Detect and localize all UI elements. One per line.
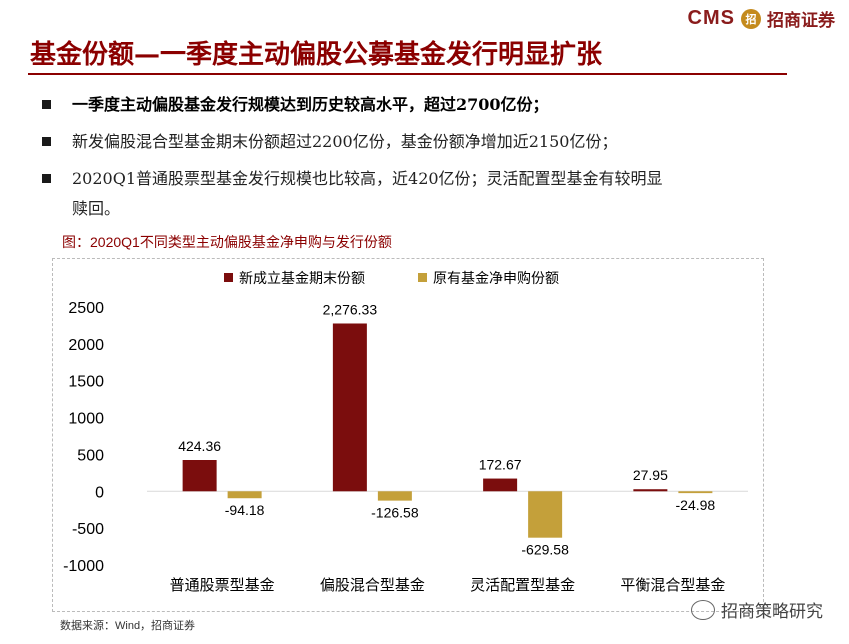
legend-swatch	[418, 273, 427, 282]
bullet-item: 一季度主动偏股基金发行规模达到历史较高水平，超过2700亿份；	[42, 86, 802, 123]
data-label: 2,276.33	[323, 301, 378, 317]
bar	[678, 491, 713, 494]
bar	[332, 323, 367, 492]
x-tick-label: 平衡混合型基金	[620, 576, 725, 594]
bar	[227, 491, 262, 499]
y-tick-label: 1500	[68, 374, 104, 391]
watermark: 招商策略研究	[691, 597, 823, 622]
data-label: 424.36	[178, 438, 221, 454]
bullet-text: 新发偏股混合型基金期末份额超过2200亿份，基金份额净增加近2150亿份；	[72, 132, 618, 151]
y-tick-label: -1000	[63, 558, 104, 575]
bar	[528, 491, 563, 538]
bar	[377, 491, 412, 501]
x-tick-label: 偏股混合型基金	[320, 576, 425, 594]
bullet-square-icon	[42, 100, 51, 109]
bar	[633, 489, 668, 492]
data-label: -24.98	[676, 497, 716, 513]
bullet-square-icon	[42, 137, 51, 146]
data-label: 172.67	[479, 457, 522, 473]
y-tick-label: 2500	[68, 300, 104, 317]
bullet-square-icon	[42, 174, 51, 183]
logo-cn-text: 招商证券	[767, 11, 835, 31]
figure-caption: 图：2020Q1不同类型主动偏股基金净申购与发行份额	[62, 234, 392, 250]
bullet-list: 一季度主动偏股基金发行规模达到历史较高水平，超过2700亿份； 新发偏股混合型基…	[42, 86, 802, 197]
bar-chart: -1000 -500 0 500 1000 1500 2000 2500 新成立基金期末份额 原有…	[63, 270, 748, 594]
data-label: -94.18	[225, 502, 265, 518]
y-tick-label: 0	[95, 484, 104, 501]
x-tick-label: 灵活配置型基金	[470, 576, 575, 594]
watermark-text: 招商策略研究	[721, 602, 823, 622]
y-tick-label: 2000	[68, 337, 104, 354]
logo-mark-icon: 招	[741, 8, 761, 29]
wechat-icon	[691, 599, 715, 620]
bullet-text: 一季度主动偏股基金发行规模达到历史较高水平，超过2700亿份；	[72, 95, 549, 114]
bar	[483, 478, 518, 492]
bullet-text: 2020Q1普通股票型基金发行规模也比较高，近420亿份；灵活配置型基金有较明显	[72, 169, 663, 188]
logo-text: CMS	[687, 7, 735, 29]
title-divider	[28, 73, 787, 75]
bullet-continuation: 赎回。	[72, 199, 121, 218]
source-note: 数据来源：Wind，招商证券	[60, 620, 196, 632]
legend-label: 新成立基金期末份额	[239, 270, 365, 287]
data-label: -126.58	[371, 505, 419, 521]
legend-swatch	[224, 273, 233, 282]
slide-title: 基金份额—一季度主动偏股公募基金发行明显扩张	[30, 40, 603, 70]
legend-label: 原有基金净申购份额	[433, 270, 559, 287]
y-tick-label: 500	[77, 447, 104, 464]
y-tick-label: -500	[72, 521, 104, 538]
bullet-item: 2020Q1普通股票型基金发行规模也比较高，近420亿份；灵活配置型基金有较明显	[42, 160, 802, 197]
brand-logo: CMS 招 招商证券	[688, 6, 835, 31]
bullet-item: 新发偏股混合型基金期末份额超过2200亿份，基金份额净增加近2150亿份；	[42, 123, 802, 160]
data-label: -629.58	[521, 542, 569, 558]
y-tick-label: 1000	[68, 411, 104, 428]
x-tick-label: 普通股票型基金	[170, 576, 275, 594]
chart-container: -1000 -500 0 500 1000 1500 2000 2500 新成立基金期末份额 原有…	[52, 258, 764, 612]
data-label: 27.95	[633, 467, 668, 483]
bar	[182, 460, 217, 492]
